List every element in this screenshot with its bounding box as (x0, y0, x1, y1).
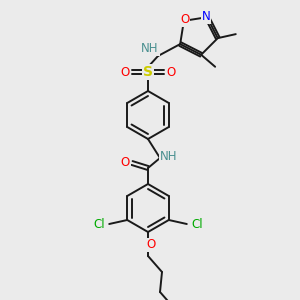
Text: O: O (180, 14, 190, 26)
Text: Cl: Cl (191, 218, 202, 230)
Text: N: N (202, 10, 211, 23)
Text: O: O (120, 155, 130, 169)
Text: S: S (143, 65, 153, 79)
Text: O: O (120, 65, 130, 79)
Text: O: O (146, 238, 156, 251)
Text: Cl: Cl (93, 218, 105, 230)
Text: NH: NH (141, 43, 159, 56)
Text: NH: NH (160, 149, 178, 163)
Text: O: O (167, 65, 176, 79)
